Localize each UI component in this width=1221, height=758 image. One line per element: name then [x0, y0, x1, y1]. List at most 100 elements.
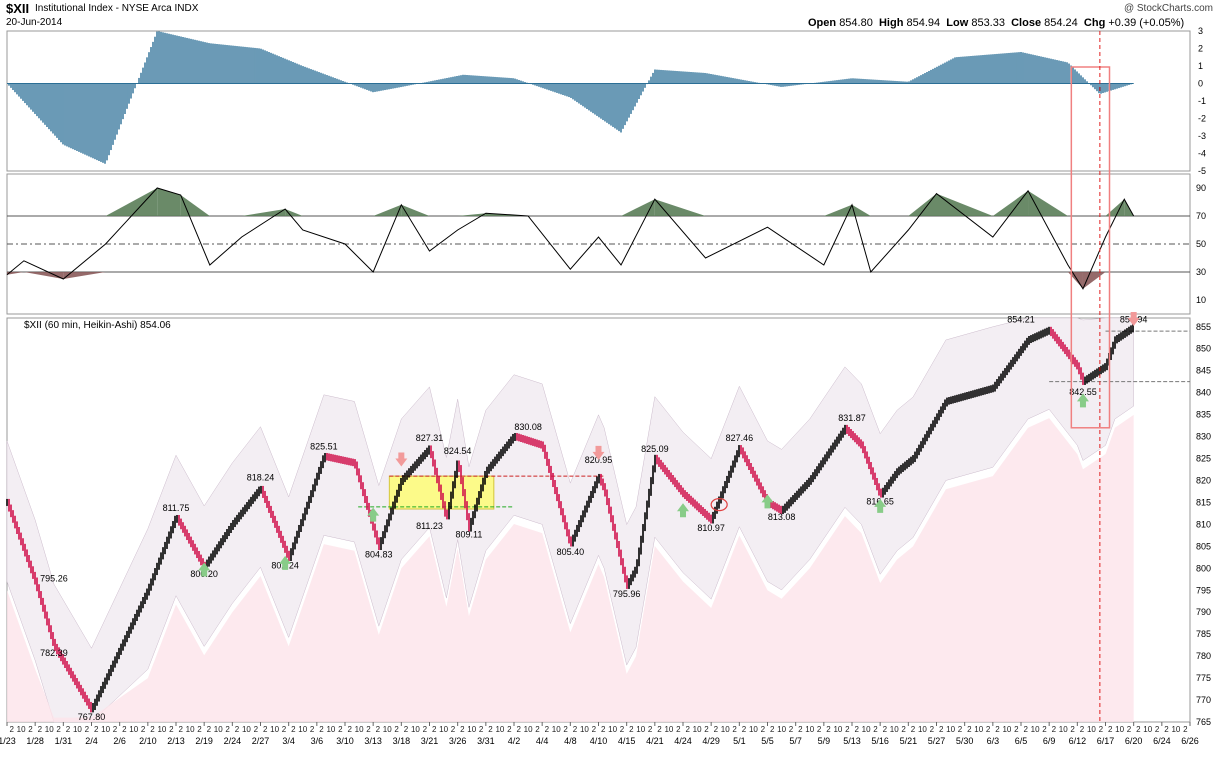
sell-arrow-marker	[395, 452, 408, 467]
x-axis-hour-label: 2	[911, 725, 916, 734]
x-axis-hour-label: 2	[310, 725, 315, 734]
price-annotation: 810.97	[697, 523, 725, 533]
x-axis-hour-label: 2	[732, 725, 737, 734]
buy-arrow-marker	[874, 498, 887, 513]
x-axis-hour-label: 2	[347, 725, 352, 734]
bollinger-band	[6, 317, 1134, 723]
x-axis-date-label: 5/30	[956, 736, 974, 746]
x-axis-hour-label: 2	[1014, 725, 1019, 734]
x-axis-hour-label: 10	[580, 725, 589, 734]
buy-arrow-marker	[279, 555, 292, 570]
price-ytick-label: 850	[1196, 344, 1211, 354]
rsi-overbought-fill	[654, 199, 706, 216]
x-axis-date-label: 1/23	[0, 736, 16, 746]
x-axis-hour-label: 10	[1171, 725, 1180, 734]
rsi-oversold-fill	[63, 272, 106, 279]
x-axis-hour-label: 10	[918, 725, 927, 734]
x-axis-hour-label: 2	[676, 725, 681, 734]
x-axis-hour-label: 10	[326, 725, 335, 734]
x-axis-hour-label: 2	[451, 725, 456, 734]
x-axis-hour-label: 10	[383, 725, 392, 734]
x-axis-hour-label: 2	[545, 725, 550, 734]
x-axis-hour-label: 2	[207, 725, 212, 734]
x-axis-date-label: 6/17	[1097, 736, 1115, 746]
x-axis-date-label: 5/27	[928, 736, 946, 746]
x-axis-hour-label: 2	[38, 725, 43, 734]
moving-average-area	[7, 414, 1134, 722]
rsi-overbought-fill	[105, 188, 158, 216]
x-axis-hour-label: 10	[355, 725, 364, 734]
x-axis-hour-label: 10	[129, 725, 138, 734]
rsi-overbought-fill	[373, 204, 402, 216]
x-axis-hour-label: 2	[423, 725, 428, 734]
x-axis-hour-label: 2	[235, 725, 240, 734]
x-axis-hour-label: 2	[789, 725, 794, 734]
focus-rectangle	[1070, 66, 1111, 429]
x-axis-hour-label: 10	[73, 725, 82, 734]
x-axis-hour-label: 2	[854, 725, 859, 734]
x-axis-hour-label: 2	[563, 725, 568, 734]
ohlc-readout: Open 854.80 High 854.94 Low 853.33 Close…	[808, 17, 1184, 29]
x-axis-hour-label: 2	[1042, 725, 1047, 734]
macd-ytick-label: 2	[1198, 44, 1203, 54]
x-axis-hour-label: 2	[995, 725, 1000, 734]
x-axis-date-label: 2/10	[139, 736, 157, 746]
rsi-ytick-label: 70	[1196, 211, 1206, 221]
x-axis-hour-label: 2	[770, 725, 775, 734]
x-axis-hour-label: 2	[122, 725, 127, 734]
rsi-overbought-fill	[157, 188, 181, 216]
price-annotation: 827.31	[416, 433, 444, 443]
macd-histogram	[8, 31, 1134, 164]
change-value: +0.39 (+0.05%)	[1108, 17, 1185, 29]
price-ytick-label: 800	[1196, 563, 1211, 573]
x-axis-date-label: 4/10	[590, 736, 608, 746]
x-axis-date-label: 4/4	[536, 736, 549, 746]
buy-arrow-marker	[367, 507, 380, 522]
x-axis-date-label: 3/6	[311, 736, 324, 746]
x-axis-hour-label: 10	[1031, 725, 1040, 734]
x-axis-hour-label: 2	[1080, 725, 1085, 734]
price-annotation: 795.96	[613, 589, 641, 599]
x-axis-date-label: 2/24	[224, 736, 242, 746]
x-axis-hour-label: 2	[150, 725, 155, 734]
x-axis-hour-label: 2	[958, 725, 963, 734]
x-axis-hour-label: 2	[225, 725, 230, 734]
x-axis-hour-label: 10	[101, 725, 110, 734]
x-axis-hour-label: 2	[366, 725, 371, 734]
x-axis-hour-label: 2	[28, 725, 33, 734]
x-axis-hour-label: 2	[432, 725, 437, 734]
price-ytick-label: 810	[1196, 519, 1211, 529]
price-annotation: 827.46	[726, 433, 754, 443]
x-axis-hour-label: 2	[1023, 725, 1028, 734]
open-value: 854.80	[839, 17, 873, 29]
x-axis-hour-label: 2	[592, 725, 597, 734]
x-axis-hour-label: 2	[263, 725, 268, 734]
x-axis-hour-label: 10	[552, 725, 561, 734]
macd-ytick-label: 0	[1198, 79, 1203, 89]
x-axis-date-label: 1/31	[55, 736, 73, 746]
x-axis-date-label: 4/8	[564, 736, 577, 746]
x-axis-hour-label: 10	[693, 725, 702, 734]
x-axis-hour-label: 2	[404, 725, 409, 734]
price-panel-title: $XII (60 min, Heikin-Ashi) 854.06	[24, 320, 171, 331]
price-annotation: 805.40	[557, 547, 585, 557]
x-axis-date-label: 6/5	[1015, 736, 1028, 746]
x-axis-hour-label: 2	[254, 725, 259, 734]
x-axis-hour-label: 10	[411, 725, 420, 734]
highlight-circle	[710, 498, 728, 512]
x-axis-hour-label: 10	[862, 725, 871, 734]
x-axis-date-label: 1/28	[26, 736, 44, 746]
x-axis-hour-label: 2	[1099, 725, 1104, 734]
rsi-overbought-fill	[457, 213, 486, 216]
x-axis-hour-label: 2	[930, 725, 935, 734]
stockcharts-watermark: @ StockCharts.com	[1123, 3, 1213, 14]
x-axis-hour-label: 2	[601, 725, 606, 734]
price-annotation: 842.55	[1069, 387, 1097, 397]
x-axis-hour-label: 2	[883, 725, 888, 734]
ticker-symbol: $XII	[6, 1, 30, 16]
x-axis-date-label: 6/26	[1181, 736, 1199, 746]
rsi-overbought-fill	[908, 193, 937, 216]
x-axis-hour-label: 10	[664, 725, 673, 734]
x-axis-date-label: 5/1	[733, 736, 746, 746]
rsi-overbought-fill	[936, 193, 993, 216]
